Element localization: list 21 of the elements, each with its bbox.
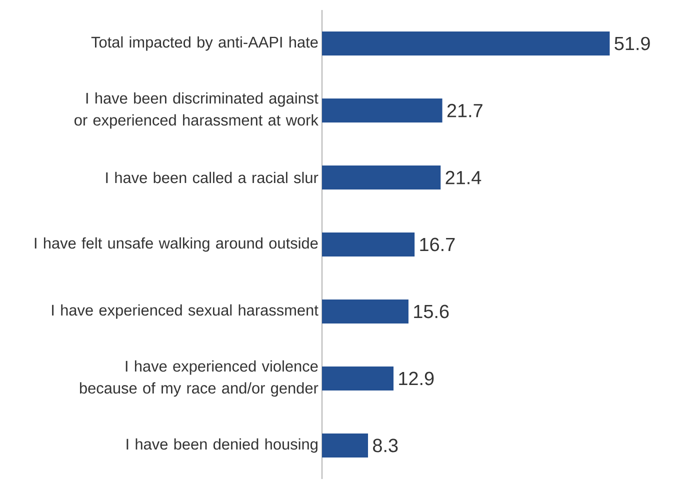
data-label: 21.7 bbox=[447, 104, 482, 118]
data-label: 21.4 bbox=[446, 171, 482, 184]
data-label: 15.6 bbox=[414, 305, 449, 318]
bar bbox=[322, 166, 441, 190]
data-label: 16.7 bbox=[420, 238, 455, 252]
y-tick-label: I have experienced sexual harassment bbox=[52, 304, 318, 319]
y-tick-label: Total impacted by anti-AAPI hate bbox=[91, 36, 318, 51]
y-tick-label: I have been denied housing bbox=[126, 438, 318, 453]
data-label: 8.3 bbox=[373, 439, 398, 452]
data-label: 51.9 bbox=[614, 37, 650, 50]
y-tick-label: I have been discriminated against or experienced harassment at work bbox=[74, 92, 318, 129]
bar bbox=[322, 98, 442, 123]
bar bbox=[322, 366, 394, 391]
data-label: 12.9 bbox=[399, 372, 434, 386]
bar bbox=[322, 434, 368, 458]
bar bbox=[322, 300, 408, 324]
bar bbox=[322, 232, 415, 257]
y-tick-label: I have been called a racial slur bbox=[106, 172, 318, 184]
y-tick-label: I have experienced violence because of my race and/or gender bbox=[80, 360, 318, 397]
y-tick-label: I have felt unsafe walking around outside bbox=[34, 238, 318, 252]
bar bbox=[322, 32, 610, 56]
